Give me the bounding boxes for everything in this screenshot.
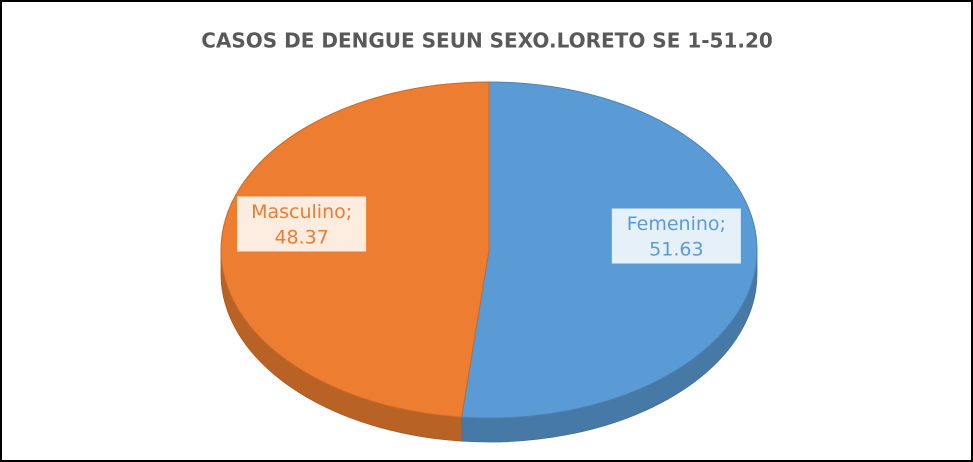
data-label: 51.63: [649, 239, 703, 261]
chart-title: CASOS DE DENGUE SEUN SEXO.LORETO SE 1-51…: [201, 29, 773, 53]
label-separator: ;: [346, 200, 352, 222]
data-labels: Femenino; 51.63 Masculino; 48.37: [236, 195, 742, 265]
pie: [220, 81, 758, 443]
label-separator: ;: [720, 213, 726, 235]
label-name: Femenino;: [627, 213, 726, 235]
slice: [461, 81, 758, 419]
data-label: 48.37: [274, 226, 328, 248]
category-name: Femenino: [627, 213, 720, 235]
label-box: [236, 195, 368, 253]
label-box: [610, 207, 742, 265]
label-name: Masculino;: [251, 200, 352, 222]
category-name: Masculino: [251, 200, 346, 222]
